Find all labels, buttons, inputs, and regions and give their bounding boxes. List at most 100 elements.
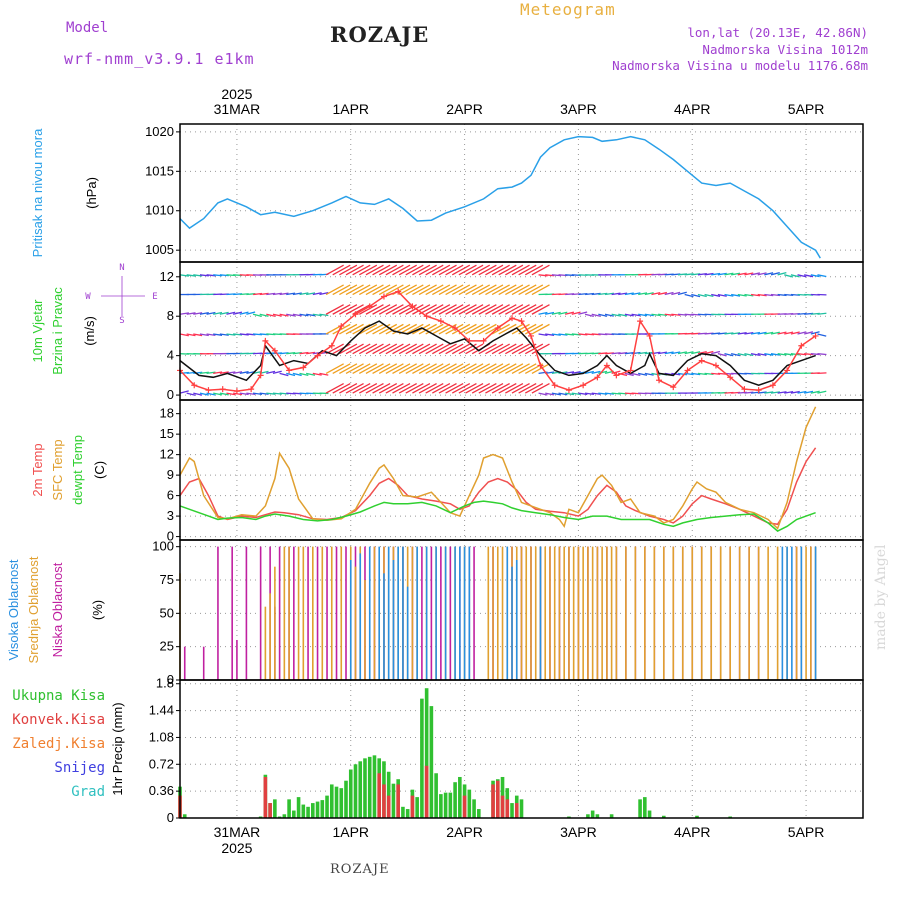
- wind-barb: [378, 284, 398, 296]
- precip_total-bar: [287, 799, 291, 818]
- wind-barb: [571, 371, 581, 375]
- wind-barb: [810, 331, 820, 335]
- wind-barb: [332, 323, 351, 335]
- precip_conv-bar: [505, 799, 510, 818]
- wind-barb: [193, 312, 203, 315]
- wind-barb: [591, 313, 601, 317]
- wind_gust-line: [179, 290, 817, 392]
- y-tick-label: 1005: [145, 242, 174, 257]
- y-tick-label: 9: [167, 467, 174, 482]
- wind-barb: [750, 293, 761, 297]
- wind-barb: [372, 363, 391, 374]
- wind-barb: [319, 292, 329, 296]
- wind_speed-line: [179, 320, 816, 386]
- wind-barb: [445, 304, 464, 315]
- wind-barb: [445, 323, 464, 335]
- precip_conv-bar: [462, 795, 467, 818]
- wind-barb: [279, 313, 289, 317]
- wind-barb: [631, 292, 641, 296]
- wind-barb: [465, 264, 484, 276]
- wind-barb: [226, 392, 236, 396]
- wind-barb: [445, 382, 464, 394]
- wind-barb: [524, 284, 544, 296]
- precip_conv-bar: [424, 765, 429, 818]
- wind-barb: [485, 382, 504, 394]
- compass-north: N: [119, 263, 124, 273]
- wind-barb: [471, 323, 491, 335]
- wind-barb: [511, 323, 530, 335]
- wind-barb: [412, 363, 431, 374]
- wind-barb: [717, 332, 727, 335]
- wind-barb: [777, 353, 787, 356]
- wind-barb: [598, 370, 608, 375]
- y-tick-label: 12: [160, 447, 174, 462]
- wind-barb: [358, 284, 378, 296]
- dewpoint-label: dewpt Temp: [70, 435, 85, 505]
- wind-barb: [551, 392, 561, 396]
- wind-barb: [292, 351, 302, 355]
- wind-gust-marker: [594, 374, 601, 381]
- footer-station: ROZAJE: [330, 862, 390, 877]
- wind-barb: [432, 264, 451, 276]
- date-tick-top: 31MAR: [214, 101, 261, 117]
- wind-barb: [451, 363, 471, 374]
- wind-gust-marker: [684, 367, 691, 374]
- wind-barb: [193, 371, 203, 375]
- y-tick-label: 0: [167, 529, 174, 544]
- wind-barb: [458, 323, 477, 335]
- wind-barb: [584, 313, 594, 318]
- wind-barb: [219, 333, 229, 336]
- wind-barb: [524, 264, 544, 276]
- wind-barb: [770, 331, 780, 335]
- wind-gust-marker: [328, 342, 335, 349]
- wind-barb: [711, 332, 721, 335]
- precip_conv-bar: [495, 780, 500, 818]
- precip_total-bar: [638, 799, 642, 818]
- wind-barb: [372, 304, 391, 315]
- wind-barb: [591, 392, 601, 395]
- wind-barb: [372, 264, 391, 276]
- wind-barb: [711, 372, 721, 375]
- wind-barb: [731, 272, 741, 276]
- precip-legend-item: Grad: [71, 784, 105, 800]
- wind-barb: [664, 351, 674, 355]
- wind-gust-marker: [509, 315, 516, 322]
- y-tick-label: 50: [160, 605, 174, 620]
- wind-barb: [405, 304, 424, 315]
- precip-legend-item: Konvek.Kisa: [12, 712, 105, 728]
- wind-barb: [551, 333, 561, 336]
- wind-gust-marker: [248, 386, 255, 393]
- wind-barb: [213, 333, 223, 336]
- wind-barb: [704, 372, 714, 376]
- wind-barb: [186, 371, 196, 375]
- wind-barb: [671, 372, 681, 376]
- wind-barb: [744, 391, 754, 394]
- wind-barb: [611, 292, 621, 296]
- wind-barb: [252, 292, 263, 296]
- wind-barb: [451, 284, 471, 296]
- wind-barb: [385, 363, 404, 374]
- wind-barb: [451, 343, 471, 355]
- wind-barb: [418, 284, 437, 296]
- wind-barb: [810, 312, 820, 315]
- wind-barb: [266, 370, 276, 375]
- wind-barb: [186, 392, 196, 396]
- wind-barb: [757, 293, 767, 297]
- wind-barb: [657, 351, 668, 355]
- wind-barb: [591, 292, 601, 296]
- precip_total-bar: [348, 769, 353, 818]
- wind-barb: [358, 343, 378, 355]
- wind-barb: [259, 313, 269, 317]
- wind-barb: [458, 284, 477, 296]
- compass-south: S: [119, 316, 124, 326]
- wind-barb: [445, 264, 464, 276]
- wind-barb: [179, 312, 189, 315]
- wind-barb: [717, 272, 727, 276]
- wind-barb: [378, 382, 398, 394]
- wind-barb: [684, 273, 694, 276]
- wind-barb: [345, 382, 364, 394]
- wind-barb: [372, 382, 391, 394]
- wind-gust-marker: [769, 382, 776, 389]
- wind-barb: [392, 363, 411, 374]
- wind-gust-marker: [423, 313, 430, 320]
